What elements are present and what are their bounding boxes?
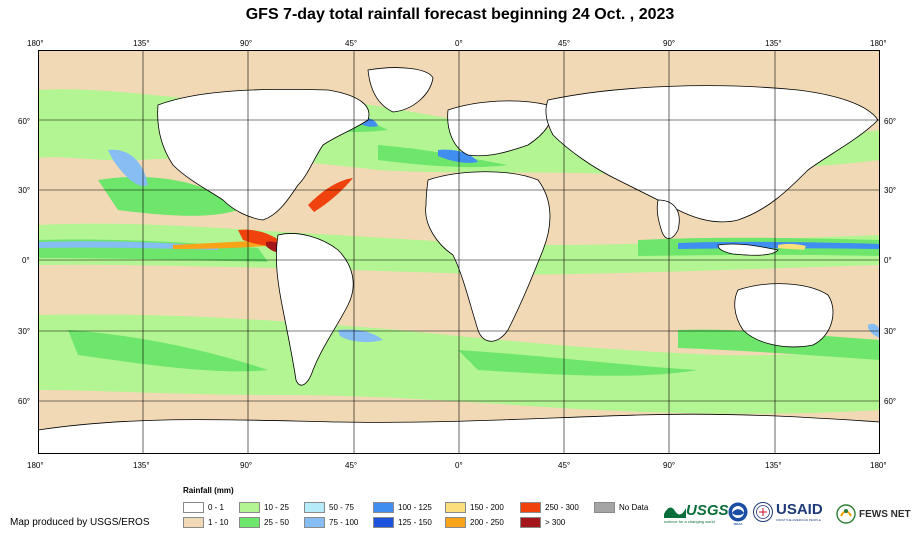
map-svg bbox=[38, 50, 880, 454]
africa bbox=[425, 171, 551, 342]
lon-label: 135° bbox=[133, 39, 150, 48]
legend-label: 10 - 25 bbox=[264, 503, 289, 512]
legend-item: 250 - 300 bbox=[520, 502, 579, 513]
lon-label: 0° bbox=[455, 461, 463, 470]
legend-item: 150 - 200 bbox=[445, 502, 504, 513]
legend-item: 25 - 50 bbox=[239, 517, 289, 528]
legend-swatch bbox=[239, 517, 260, 528]
lon-label: 135° bbox=[765, 461, 782, 470]
lon-label: 90° bbox=[663, 461, 676, 470]
legend-swatch bbox=[304, 517, 325, 528]
lon-label: 180° bbox=[27, 39, 44, 48]
usgs-wordmark: USGS bbox=[686, 502, 729, 519]
lon-label: 0° bbox=[455, 39, 463, 48]
lon-label: 180° bbox=[870, 461, 887, 470]
indonesia bbox=[717, 243, 779, 256]
usgs-logo: USGS science for a changing world bbox=[664, 502, 729, 524]
legend-swatch bbox=[373, 502, 394, 513]
legend-item: 125 - 150 bbox=[373, 517, 432, 528]
lon-label: 45° bbox=[558, 39, 571, 48]
legend-item: No Data bbox=[594, 502, 648, 513]
lat-label: 30° bbox=[884, 186, 897, 195]
fewsnet-globe-icon bbox=[836, 504, 856, 524]
legend-swatch bbox=[520, 502, 541, 513]
fewsnet-logo: FEWS NET bbox=[836, 504, 911, 524]
usaid-tagline: FROM THE AMERICAN PEOPLE bbox=[776, 518, 821, 522]
lat-label: 60° bbox=[18, 117, 31, 126]
legend-label: 150 - 200 bbox=[470, 503, 504, 512]
legend-label: 1 - 10 bbox=[208, 518, 229, 527]
lon-label: 135° bbox=[765, 39, 782, 48]
legend-swatch bbox=[594, 502, 615, 513]
graticule bbox=[38, 50, 880, 454]
legend-item: 200 - 250 bbox=[445, 517, 504, 528]
map-title: GFS 7-day total rainfall forecast beginn… bbox=[245, 6, 675, 23]
lon-label: 90° bbox=[663, 39, 676, 48]
legend-item: 50 - 75 bbox=[304, 502, 354, 513]
lat-label: 30° bbox=[884, 327, 897, 336]
lat-label: 30° bbox=[18, 327, 31, 336]
lat-label: 30° bbox=[18, 186, 31, 195]
noaa-label: NOAA bbox=[733, 522, 743, 526]
lat-label: 60° bbox=[18, 397, 31, 406]
legend-item: 75 - 100 bbox=[304, 517, 358, 528]
legend-swatch bbox=[373, 517, 394, 528]
legend-swatch bbox=[445, 502, 466, 513]
legend-item: 0 - 1 bbox=[183, 502, 224, 513]
north-america bbox=[157, 88, 370, 221]
lon-label: 180° bbox=[870, 39, 887, 48]
legend-label: 250 - 300 bbox=[545, 503, 579, 512]
usaid-logo: USAID FROM THE AMERICAN PEOPLE bbox=[753, 501, 823, 522]
legend-label: 0 - 1 bbox=[208, 503, 225, 512]
usaid-seal-icon bbox=[753, 501, 773, 522]
lat-label: 60° bbox=[884, 397, 897, 406]
rainfall-map bbox=[38, 50, 880, 454]
lat-label: 60° bbox=[884, 117, 897, 126]
legend-item: > 300 bbox=[520, 517, 565, 528]
legend-item: 100 - 125 bbox=[373, 502, 432, 513]
legend-label: 75 - 100 bbox=[329, 518, 359, 527]
legend-swatch bbox=[445, 517, 466, 528]
lon-label: 45° bbox=[345, 461, 358, 470]
legend-title: Rainfall (mm) bbox=[183, 486, 234, 495]
legend-swatch bbox=[183, 502, 204, 513]
lon-label: 90° bbox=[240, 39, 253, 48]
south-america bbox=[276, 233, 354, 386]
lon-label: 135° bbox=[133, 461, 150, 470]
legend-swatch bbox=[239, 502, 260, 513]
rain-extreme-bands bbox=[173, 178, 806, 253]
legend-swatch bbox=[520, 517, 541, 528]
credit-text: Map produced by USGS/EROS bbox=[10, 517, 150, 528]
legend-label: 125 - 150 bbox=[398, 518, 432, 527]
legend-item: 1 - 10 bbox=[183, 517, 228, 528]
lon-label: 180° bbox=[27, 461, 44, 470]
usgs-tagline: science for a changing world bbox=[664, 519, 715, 524]
india bbox=[656, 199, 680, 239]
usaid-wordmark: USAID bbox=[776, 501, 823, 518]
map-border bbox=[38, 50, 880, 454]
fewsnet-wordmark: FEWS NET bbox=[859, 508, 911, 520]
legend-label: > 300 bbox=[545, 518, 566, 527]
lon-label: 45° bbox=[558, 461, 571, 470]
lon-label: 90° bbox=[240, 461, 253, 470]
legend-swatch bbox=[304, 502, 325, 513]
lat-label: 0° bbox=[22, 256, 30, 265]
lon-label: 45° bbox=[345, 39, 358, 48]
usgs-wave-icon bbox=[664, 507, 686, 518]
legend-label: 25 - 50 bbox=[264, 518, 289, 527]
legend-item: 10 - 25 bbox=[239, 502, 289, 513]
greenland bbox=[367, 67, 434, 113]
legend-label: No Data bbox=[619, 503, 649, 512]
lat-label: 0° bbox=[884, 256, 892, 265]
legend-label: 200 - 250 bbox=[470, 518, 504, 527]
legend-label: 100 - 125 bbox=[398, 503, 432, 512]
legend-label: 50 - 75 bbox=[329, 503, 354, 512]
noaa-seal-icon bbox=[728, 502, 748, 522]
legend-swatch bbox=[183, 517, 204, 528]
noaa-logo: NOAA bbox=[728, 502, 748, 526]
